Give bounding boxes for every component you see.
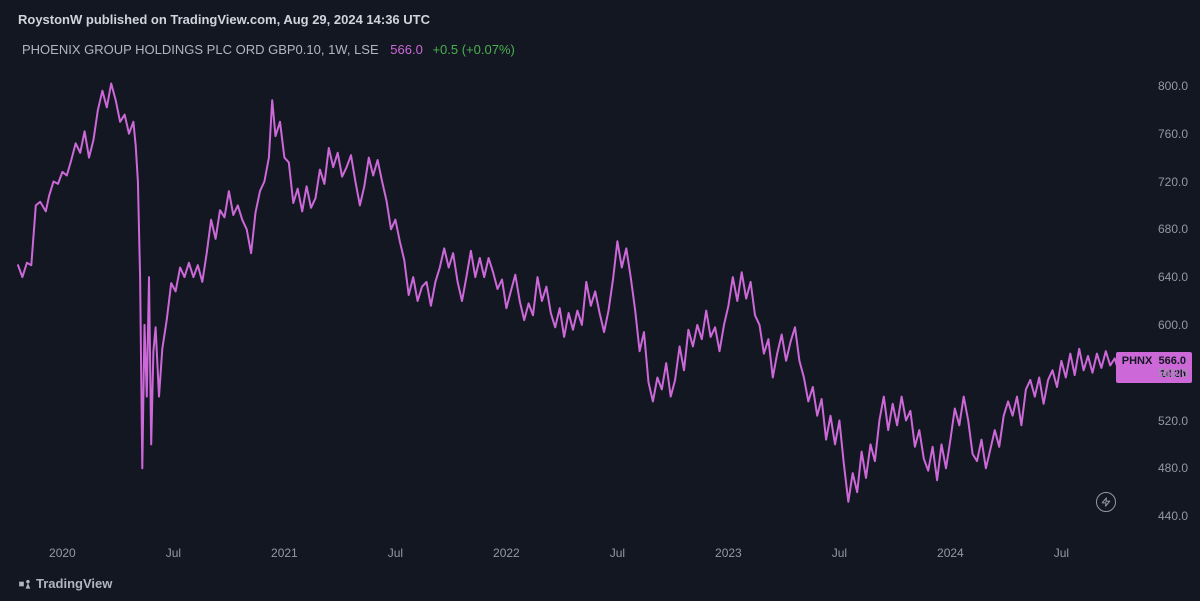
time-tick: 2023 [715,546,742,560]
time-tick: Jul [610,546,625,560]
price-tick: 440.0 [1158,509,1188,523]
price-tick: 680.0 [1158,222,1188,236]
tradingview-logo-icon [18,577,32,591]
badge-symbol: PHNX [1122,355,1153,367]
price-tick: 720.0 [1158,175,1188,189]
symbol-change: +0.5 (+0.07%) [432,42,514,57]
price-tick: 760.0 [1158,127,1188,141]
price-axis: PHNX 566.0 1d 2h 440.0480.0520.0560.0600… [1136,62,1192,540]
time-tick: 2021 [271,546,298,560]
price-tick: 800.0 [1158,79,1188,93]
price-line-chart [18,62,1128,540]
time-axis: 2020 Jul 2021 Jul 2022 Jul 2023 Jul 2024 Jul [18,546,1128,566]
price-tick: 640.0 [1158,270,1188,284]
symbol-price: 566.0 [390,42,423,57]
price-tick: 520.0 [1158,414,1188,428]
publish-header: RoystonW published on TradingView.com, A… [18,12,430,27]
time-tick: Jul [832,546,847,560]
time-tick: 2022 [493,546,520,560]
time-tick: 2020 [49,546,76,560]
lightning-icon[interactable] [1096,492,1116,512]
brand-name: TradingView [36,576,112,591]
price-tick: 600.0 [1158,318,1188,332]
symbol-name: PHOENIX GROUP HOLDINGS PLC ORD GBP0.10, … [22,42,379,57]
brand-footer: TradingView [18,576,112,591]
time-tick: 2024 [937,546,964,560]
symbol-summary: PHOENIX GROUP HOLDINGS PLC ORD GBP0.10, … [22,42,515,57]
chart-area[interactable] [18,62,1128,540]
time-tick: Jul [166,546,181,560]
time-tick: Jul [388,546,403,560]
price-tick: 480.0 [1158,461,1188,475]
price-tick: 560.0 [1158,366,1188,380]
time-tick: Jul [1054,546,1069,560]
